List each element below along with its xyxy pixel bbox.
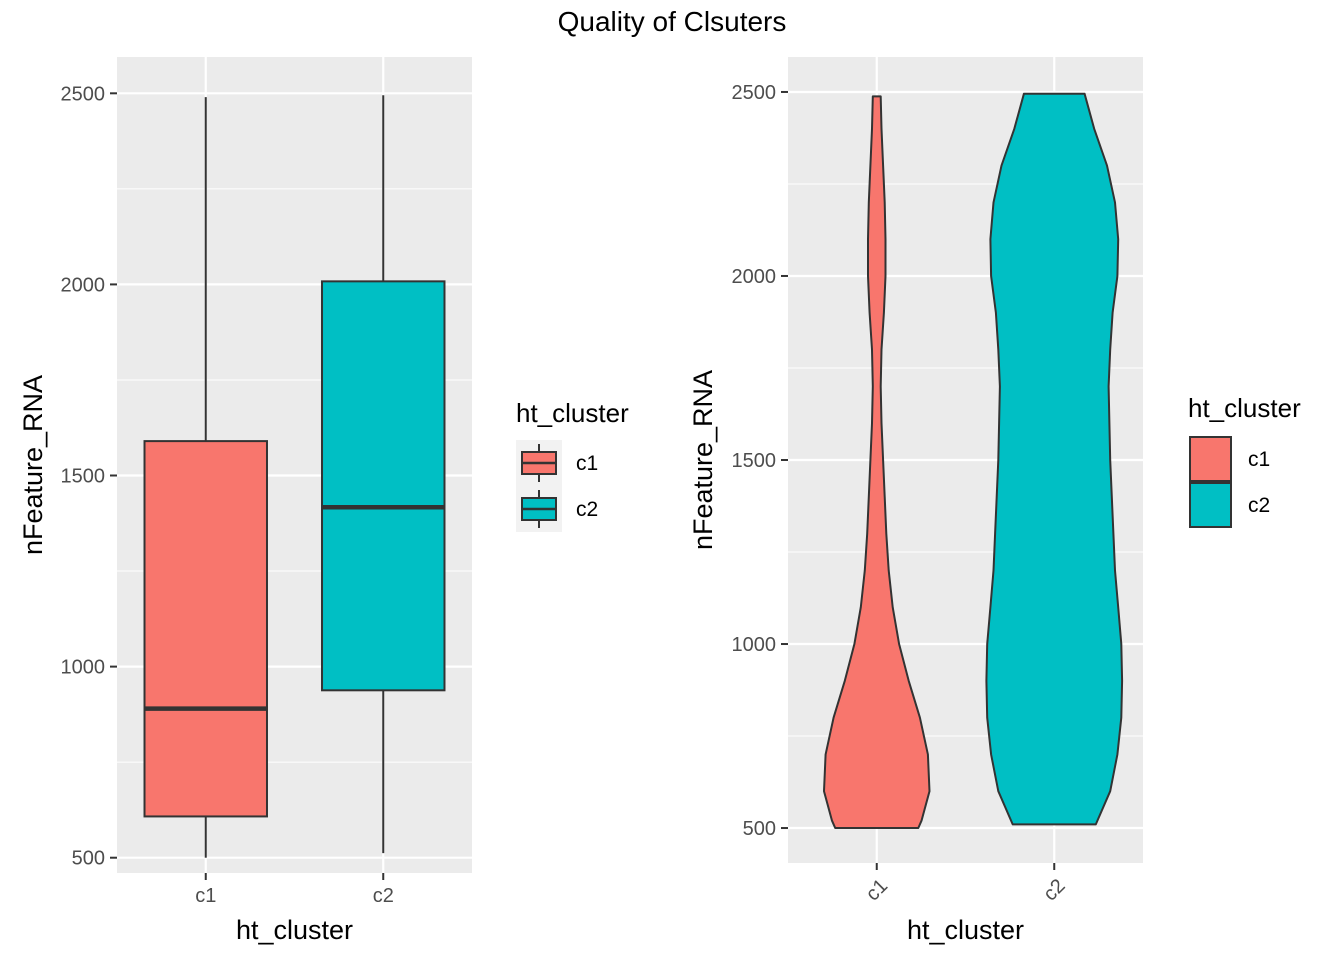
y-axis-label: nFeature_RNA: [18, 375, 48, 555]
y-tick-label: 2500: [61, 83, 106, 105]
legend-label-c2: c2: [1248, 494, 1270, 517]
legend-key-c1: [1189, 436, 1232, 482]
y-tick-label: 2000: [732, 266, 777, 288]
x-tick-label: c2: [1039, 875, 1069, 905]
box-c1: [143, 440, 268, 818]
x-tick-label: c1: [862, 875, 892, 905]
legend-label-c1: c1: [576, 452, 598, 475]
legend-title: ht_cluster: [516, 398, 629, 428]
x-axis-label: ht_cluster: [236, 915, 353, 945]
violin-c2: [985, 92, 1124, 826]
y-tick-label: 500: [743, 818, 776, 840]
y-tick-label: 1500: [61, 466, 106, 488]
x-axis-label: ht_cluster: [907, 915, 1024, 945]
x-tick-label: c2: [373, 885, 394, 907]
y-tick-label: 1500: [732, 450, 777, 472]
legend-title: ht_cluster: [1188, 393, 1301, 423]
y-tick-label: 500: [72, 848, 105, 870]
y-tick-label: 1000: [61, 657, 106, 679]
x-tick-label: c1: [195, 885, 216, 907]
y-axis-label: nFeature_RNA: [688, 370, 718, 550]
y-tick-label: 2000: [61, 274, 106, 296]
y-tick-label: 2500: [732, 82, 777, 104]
legend-key-c2: [1189, 482, 1232, 528]
page-title: Quality of Clsuters: [557, 6, 787, 37]
legend-label-c1: c1: [1248, 448, 1270, 471]
violin-c1: [823, 95, 931, 829]
box-c2: [321, 280, 446, 692]
legend-label-c2: c2: [576, 498, 598, 521]
y-tick-label: 1000: [732, 634, 777, 656]
